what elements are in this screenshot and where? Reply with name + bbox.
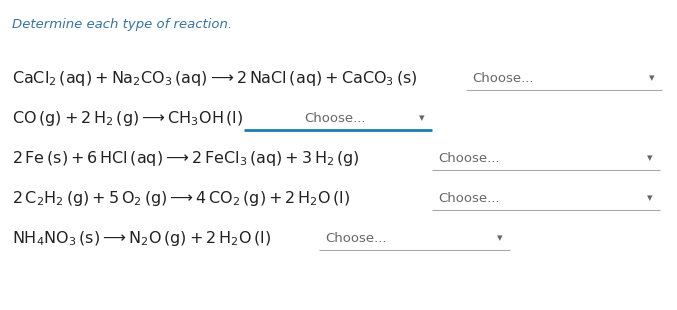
Text: $\mathrm{NH_4NO_3\,(s) \longrightarrow N_2O\,(g) + 2\,H_2O\,(l)}$: $\mathrm{NH_4NO_3\,(s) \longrightarrow N…	[12, 228, 271, 247]
Text: ▾: ▾	[497, 233, 503, 243]
Text: $\mathrm{CaCl_2\,(aq) + Na_2CO_3\,(aq) \longrightarrow 2\,NaCl\,(aq) + CaCO_3\,(: $\mathrm{CaCl_2\,(aq) + Na_2CO_3\,(aq) \…	[12, 69, 418, 87]
Text: ▾: ▾	[647, 193, 653, 203]
Text: ▾: ▾	[419, 113, 424, 123]
Text: Determine each type of reaction.: Determine each type of reaction.	[12, 18, 232, 31]
Text: Choose...: Choose...	[438, 152, 500, 165]
Text: Choose...: Choose...	[472, 72, 533, 85]
Text: Choose...: Choose...	[438, 192, 500, 205]
Text: ▾: ▾	[649, 73, 655, 83]
Text: Choose...: Choose...	[325, 232, 387, 245]
Text: $\mathrm{2\,C_2H_2\,(g) + 5\,O_2\,(g) \longrightarrow 4\,CO_2\,(g) + 2\,H_2O\,(l: $\mathrm{2\,C_2H_2\,(g) + 5\,O_2\,(g) \l…	[12, 188, 350, 207]
Text: $\mathrm{2\,Fe\,(s) + 6\,HCl\,(aq) \longrightarrow 2\,FeCl_3\,(aq) + 3\,H_2\,(g): $\mathrm{2\,Fe\,(s) + 6\,HCl\,(aq) \long…	[12, 148, 359, 167]
Text: $\mathrm{CO\,(g) + 2\,H_2\,(g) \longrightarrow CH_3OH\,(l)}$: $\mathrm{CO\,(g) + 2\,H_2\,(g) \longrigh…	[12, 108, 243, 127]
Text: ▾: ▾	[647, 153, 653, 163]
Text: Choose...: Choose...	[304, 112, 366, 125]
